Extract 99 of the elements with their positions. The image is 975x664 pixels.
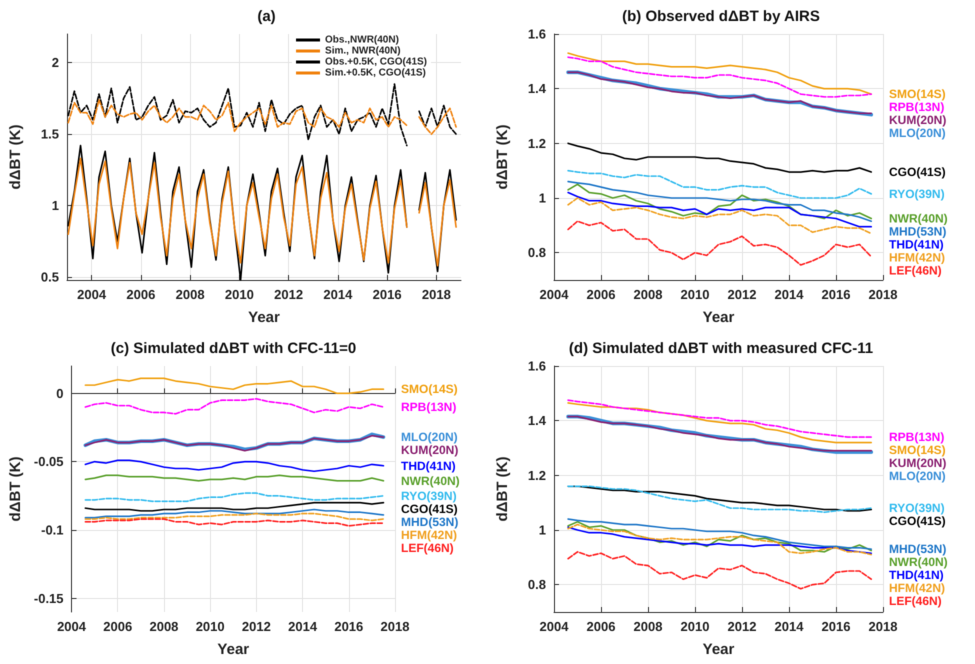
- series-label: KUM(20N): [401, 443, 458, 458]
- chart-title: (a): [257, 8, 276, 25]
- x-tick-label: 2016: [822, 619, 850, 634]
- x-axis-title: Year: [248, 309, 280, 326]
- series-label: MHD(53N): [889, 542, 946, 556]
- series-label: MHD(53N): [401, 514, 458, 529]
- x-tick-label: 2012: [728, 619, 756, 634]
- x-tick-label: 2006: [126, 287, 156, 302]
- chart-title: (c) Simulated dΔBT with CFC-11=0: [110, 340, 356, 357]
- text: HFM(42N): [889, 250, 945, 264]
- x-tick-label: 2012: [242, 619, 271, 634]
- x-tick-label: 2004: [540, 287, 570, 302]
- y-tick-label: 0: [56, 386, 64, 401]
- series-label: CGO(41S): [889, 165, 946, 180]
- x-axis-title: Year: [702, 309, 735, 326]
- x-tick-label: 2008: [634, 619, 662, 634]
- x-tick-label: 2016: [334, 619, 364, 634]
- series-label: CGO(41S): [401, 502, 458, 516]
- y-tick-label: 0.8: [528, 245, 546, 260]
- chart-title: (d) Simulated dΔBT with measured CFC-11: [568, 340, 874, 357]
- series-label: THD(41N): [889, 238, 944, 252]
- series-label: THD(41N): [889, 568, 944, 582]
- series-label: LEF(46N): [889, 594, 942, 608]
- y-tick-label: 1.5: [40, 126, 59, 142]
- x-tick-label: 2012: [274, 287, 304, 302]
- series-label: RYO(39N): [889, 186, 945, 201]
- y-axis-title: dΔBT (K): [7, 124, 24, 190]
- x-tick-label: 2014: [323, 287, 354, 302]
- x-tick-label: 2018: [422, 287, 451, 302]
- y-tick-label: 1.2: [528, 468, 546, 483]
- x-tick-label: 2008: [634, 287, 662, 302]
- legend-label: Sim.+0.5K, CGO(41S): [325, 68, 426, 78]
- y-tick-label: 1: [538, 190, 546, 206]
- y-tick-label: -0.1: [41, 522, 64, 538]
- series-label: SMO(14S): [889, 87, 946, 102]
- y-tick-label: 0.5: [40, 270, 59, 285]
- text: MLO(20N): [889, 469, 946, 484]
- series-label: RPB(13N): [889, 100, 944, 114]
- series-label: RYO(39N): [401, 488, 457, 503]
- x-tick-label: 2014: [288, 619, 318, 634]
- x-tick-label: 2006: [586, 619, 616, 634]
- y-tick-label: 0.8: [528, 577, 546, 592]
- x-tick-label: 2004: [77, 287, 107, 302]
- y-axis-title: dΔBT (K): [494, 124, 511, 190]
- y-tick-label: 1.6: [528, 26, 546, 42]
- legend-label: Sim., NWR(40N): [325, 46, 401, 56]
- y-tick-label: -0.15: [34, 590, 64, 606]
- series-label: SMO(14S): [889, 443, 946, 458]
- series-label: LEF(46N): [889, 264, 942, 278]
- series-label: MLO(20N): [889, 126, 946, 140]
- series-label: THD(41N): [401, 458, 456, 473]
- series-label: HFM(42N): [401, 528, 457, 542]
- x-tick-label: 2006: [586, 287, 616, 302]
- chart-title: (b) Observed dΔBT by AIRS: [622, 8, 820, 25]
- legend-label: Obs.,NWR(40N): [325, 34, 399, 46]
- y-tick-label: 1: [52, 198, 59, 214]
- series-label: NWR(40N): [401, 474, 460, 488]
- series-label: NWR(40N): [889, 212, 948, 226]
- x-tick-label: 2008: [149, 619, 178, 634]
- legend-label: Obs.+0.5K, CGO(41S): [325, 56, 428, 68]
- x-tick-label: 2006: [103, 619, 132, 634]
- x-tick-label: 2014: [774, 619, 804, 634]
- series-label: SMO(14S): [401, 382, 458, 396]
- x-tick-label: 2016: [372, 287, 402, 302]
- x-tick-label: 2018: [868, 287, 898, 302]
- y-axis-title: dΔBT (K): [494, 456, 511, 522]
- series-label: MHD(53N): [889, 224, 946, 238]
- y-tick-label: 1.2: [528, 136, 546, 151]
- x-tick-label: 2004: [540, 619, 570, 634]
- x-tick-label: 2010: [680, 287, 710, 302]
- series-label: NWR(40N): [889, 555, 948, 570]
- x-tick-label: 2014: [774, 287, 804, 302]
- x-tick-label: 2004: [57, 619, 87, 634]
- y-tick-label: 1: [538, 522, 546, 538]
- series-label: RPB(13N): [401, 400, 456, 414]
- text: LEF(46N): [401, 540, 454, 555]
- x-tick-label: 2018: [868, 619, 898, 634]
- x-tick-label: 2008: [176, 287, 205, 302]
- y-tick-label: 2: [52, 55, 59, 70]
- series-label: KUM(20N): [889, 113, 946, 128]
- x-tick-label: 2016: [822, 287, 850, 302]
- y-tick-label: 1.6: [528, 358, 546, 374]
- series-label: MLO(20N): [401, 430, 458, 444]
- x-axis-title: Year: [702, 641, 735, 658]
- x-tick-label: 2010: [680, 619, 710, 634]
- y-tick-label: 1.4: [528, 413, 547, 428]
- y-tick-label: 1.4: [528, 81, 547, 96]
- x-tick-label: 2018: [380, 619, 410, 634]
- y-tick-label: -0.05: [34, 454, 64, 470]
- series-label: RPB(13N): [889, 430, 944, 444]
- text: HFM(42N): [889, 581, 945, 596]
- series-label: CGO(41S): [889, 514, 946, 528]
- series-label: RYO(39N): [889, 501, 945, 516]
- x-tick-label: 2010: [224, 287, 254, 302]
- series-label: KUM(20N): [889, 456, 946, 470]
- x-tick-label: 2010: [196, 619, 225, 634]
- y-axis-title: dΔBT (K): [7, 456, 24, 522]
- x-tick-label: 2012: [728, 287, 756, 302]
- x-axis-title: Year: [217, 641, 250, 658]
